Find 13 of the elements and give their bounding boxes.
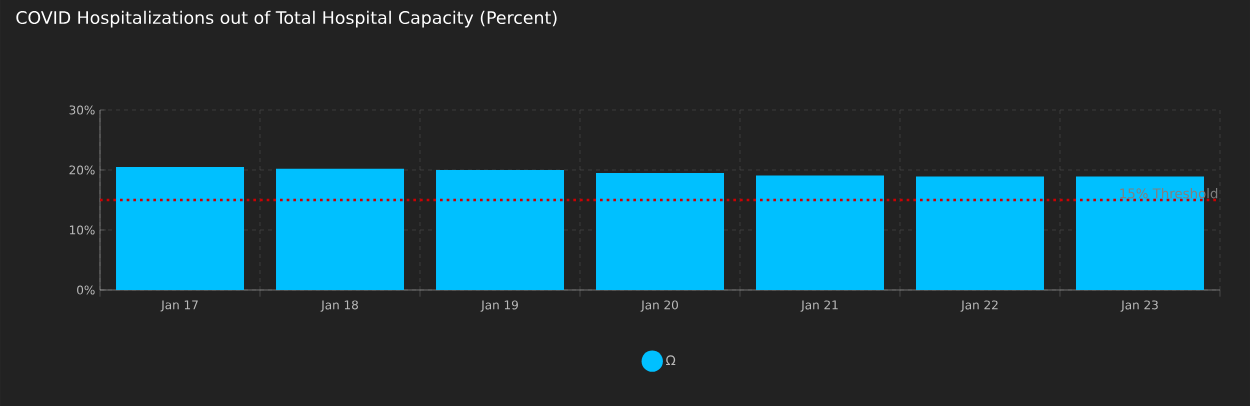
y-tick-label: 0% [77, 285, 95, 295]
x-tick-label: Jan 23 [1120, 300, 1158, 312]
y-tick-label: 10% [69, 225, 95, 235]
x-tick-label: Jan 19 [480, 300, 518, 312]
x-tick-label: Jan 21 [800, 300, 838, 312]
legend-label: Ω [666, 355, 676, 366]
y-tick-label: 30% [69, 105, 95, 115]
y-tick-label: 20% [69, 165, 95, 175]
x-tick-label: Jan 17 [160, 300, 198, 312]
chart-title: COVID Hospitalizations out of Total Hospital Capacity (Percent) [16, 10, 557, 28]
x-tick-label: Jan 18 [320, 300, 358, 312]
x-tick-label: Jan 22 [960, 300, 998, 312]
x-tick-label: Jan 20 [640, 300, 678, 312]
